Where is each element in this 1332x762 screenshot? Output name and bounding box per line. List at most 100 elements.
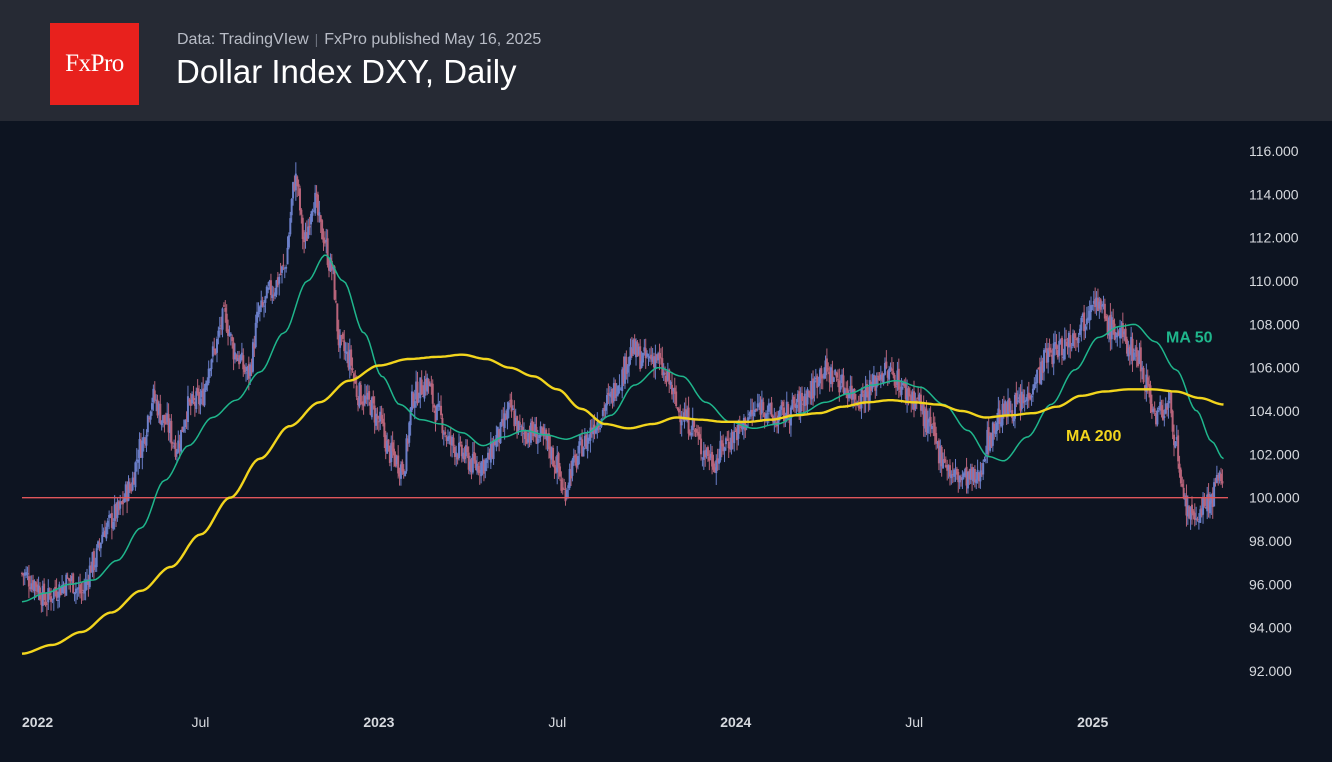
candle-body: [623, 356, 626, 384]
candle: [423, 375, 426, 402]
candle-body: [675, 391, 678, 406]
candle: [95, 544, 98, 572]
candle-body: [687, 407, 690, 434]
candle: [989, 432, 992, 453]
candle-body: [951, 473, 954, 476]
candle: [388, 444, 391, 467]
candle-body: [713, 467, 716, 473]
candle-body: [451, 436, 454, 446]
candle: [297, 179, 300, 196]
candle: [463, 446, 466, 464]
candle: [1099, 297, 1102, 313]
candle-body: [370, 397, 373, 418]
candle-body: [322, 237, 325, 243]
candle: [289, 211, 292, 237]
candle: [261, 296, 264, 308]
candle-body: [198, 391, 201, 405]
candle: [1092, 290, 1095, 312]
candle-body: [121, 500, 124, 505]
candle: [722, 434, 725, 455]
candle: [315, 185, 318, 208]
candle-body: [233, 352, 236, 360]
candle-body: [339, 334, 342, 348]
candle: [426, 373, 429, 396]
candle-body: [565, 489, 568, 499]
candle-body: [957, 472, 960, 483]
candle-body: [763, 413, 766, 418]
candle: [304, 222, 307, 249]
candle-body: [397, 455, 400, 474]
candle-body: [936, 441, 939, 444]
candle: [518, 414, 521, 430]
candle-body: [554, 467, 557, 474]
candle: [1066, 337, 1069, 355]
x-tick-label: 2022: [22, 714, 53, 730]
candle: [386, 432, 389, 454]
candle: [274, 287, 277, 300]
candle-body: [282, 264, 285, 266]
candle: [781, 400, 784, 416]
candle-body: [727, 441, 730, 449]
candle-body: [246, 366, 249, 372]
candle: [552, 445, 555, 467]
candle: [588, 434, 591, 444]
candle-body: [1168, 392, 1171, 400]
candle-body: [812, 378, 815, 399]
candle: [680, 410, 683, 437]
candle-body: [1143, 385, 1146, 391]
candle: [946, 459, 949, 481]
candle-body: [907, 388, 910, 397]
candle-body: [1013, 394, 1016, 419]
candle: [711, 445, 714, 475]
candle-body: [995, 422, 998, 431]
candle-body: [398, 471, 401, 477]
candle: [716, 448, 719, 471]
candle-body: [224, 307, 227, 312]
candle-body: [1076, 338, 1079, 341]
x-tick-label: Jul: [548, 714, 566, 730]
candle: [1062, 348, 1065, 361]
candle-body: [716, 458, 719, 463]
candle: [294, 162, 297, 201]
candle-body: [453, 446, 456, 457]
candle: [446, 429, 449, 444]
candle-body: [617, 386, 620, 395]
candle-body: [228, 333, 231, 336]
candle-body: [160, 420, 163, 426]
candle-body: [366, 392, 369, 400]
candle: [966, 471, 969, 494]
candle-body: [1204, 507, 1207, 509]
candle: [1217, 472, 1220, 486]
candle: [308, 216, 311, 235]
candle: [146, 414, 149, 437]
candle-body: [875, 377, 878, 388]
candle-body: [484, 460, 487, 471]
candle-body: [308, 226, 311, 228]
candle: [469, 455, 472, 475]
candle-body: [643, 347, 646, 352]
candle: [1076, 336, 1079, 348]
candle-body: [1041, 360, 1044, 373]
candle-body: [66, 577, 69, 579]
candle-body: [990, 432, 993, 447]
candle-body: [318, 212, 321, 216]
candle: [872, 365, 875, 387]
candle: [198, 385, 201, 414]
y-tick-label: 104.000: [1249, 403, 1300, 419]
candle-body: [1211, 492, 1214, 508]
candle: [557, 451, 560, 480]
candle: [718, 448, 721, 470]
candle-body: [861, 390, 864, 394]
candle: [965, 457, 968, 494]
candle: [637, 343, 640, 357]
candle: [44, 592, 47, 607]
candle-body: [1074, 338, 1077, 340]
candle: [1094, 287, 1097, 314]
candle-body: [110, 513, 113, 528]
candle-body: [32, 580, 35, 590]
candle-body: [543, 432, 546, 434]
candle: [825, 348, 828, 382]
candle: [319, 214, 322, 233]
candle-body: [1033, 384, 1036, 390]
candle: [115, 502, 118, 527]
